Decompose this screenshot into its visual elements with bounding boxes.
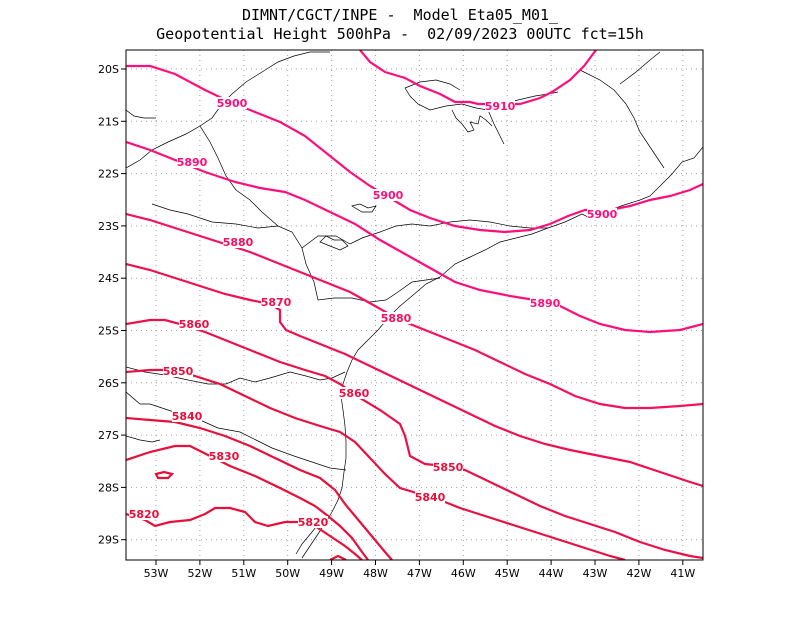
- lon-tick-label: 48W: [363, 567, 388, 580]
- contour-label-5890: 5890: [177, 156, 208, 169]
- lon-tick-label: 42W: [626, 567, 651, 580]
- contour-label-bg: [373, 189, 403, 201]
- contour-label-bg: [433, 461, 463, 473]
- lon-tick-label: 41W: [670, 567, 695, 580]
- lat-tick-label: 28S: [98, 481, 119, 494]
- contour-label-5820: 5820: [129, 508, 160, 521]
- lat-tick-label: 21S: [98, 115, 119, 128]
- state-border: [404, 87, 559, 111]
- contour-label-bg: [129, 508, 159, 520]
- state-border: [301, 219, 548, 249]
- state-border: [126, 109, 156, 119]
- contour-label-bg: [163, 365, 193, 377]
- contour-label-5880: 5880: [223, 236, 254, 249]
- contour-label-bg: [485, 100, 515, 112]
- lat-tick-label: 23S: [98, 220, 119, 233]
- contour-label-bg: [179, 318, 209, 330]
- contour-label-bg: [217, 97, 247, 109]
- lat-tick-label: 20S: [98, 63, 119, 76]
- contour-5880: [126, 212, 703, 410]
- contour-5910: [359, 50, 597, 106]
- lon-tick-label: 43W: [583, 567, 608, 580]
- lat-lon-grid: [126, 50, 703, 560]
- contour-label-5880: 5880: [381, 312, 412, 325]
- contour-label-bg: [223, 236, 253, 248]
- contour-label-5840: 5840: [172, 410, 203, 423]
- map-title-line-2: Geopotential Height 500hPa - 02/09/2023 …: [156, 25, 644, 43]
- lat-tick-label: 24S: [98, 272, 119, 285]
- lon-tick-label: 50W: [275, 567, 300, 580]
- lat-tick-label: 22S: [98, 168, 119, 181]
- lon-tick-label: 44W: [539, 567, 564, 580]
- axis-ticks: 20S 21S 22S 23S 24S 25S 26S 27S 28S 29S 53W 52W 51W 5…: [98, 63, 695, 580]
- contour-label-5900: 5900: [587, 208, 618, 221]
- contour-label-bg: [339, 387, 369, 399]
- lon-tick-label: 47W: [407, 567, 432, 580]
- contour-label-5910: 5910: [485, 100, 516, 113]
- lon-tick-label: 52W: [187, 567, 212, 580]
- contour-label-5870: 5870: [261, 296, 292, 309]
- contour-5850: [126, 368, 626, 560]
- lon-tick-label: 51W: [231, 567, 256, 580]
- contour-label-bg: [209, 450, 239, 462]
- state-border: [579, 69, 665, 169]
- contour-label-5820: 5820: [298, 516, 329, 529]
- contour-labels: 5910 5900 5900 5900 5890 5890 5880 5880 5870 5860…: [129, 97, 618, 529]
- coastline: [301, 146, 703, 559]
- contour-label-bg: [172, 410, 202, 422]
- contour-label-5850: 5850: [163, 365, 194, 378]
- contour-5840: [126, 416, 393, 560]
- lat-tick-label: 29S: [98, 534, 119, 547]
- contour-label-5900: 5900: [217, 97, 248, 110]
- contour-label-5830: 5830: [209, 450, 240, 463]
- state-border: [126, 391, 347, 471]
- contour-label-5860: 5860: [179, 318, 210, 331]
- reservoir: [451, 109, 493, 133]
- contour-5870: [126, 262, 703, 488]
- lat-tick-label: 27S: [98, 429, 119, 442]
- reservoir: [319, 235, 349, 251]
- state-border: [619, 51, 661, 85]
- lon-tick-label: 45W: [495, 567, 520, 580]
- contour-lines: [126, 50, 703, 560]
- contour-5890: [126, 140, 703, 334]
- reservoir: [351, 203, 377, 213]
- map-frame: [125, 49, 704, 561]
- state-border: [487, 109, 505, 145]
- contour-5820: [329, 554, 347, 560]
- contour-label-bg: [415, 491, 445, 503]
- contour-label-bg: [587, 208, 617, 220]
- contour-5830: [154, 470, 175, 480]
- lat-tick-label: 25S: [98, 325, 119, 338]
- state-border: [151, 203, 441, 303]
- contour-5820: [126, 506, 363, 560]
- lon-tick-label: 46W: [451, 567, 476, 580]
- lat-tick-label: 26S: [98, 377, 119, 390]
- contour-label-5890: 5890: [530, 297, 561, 310]
- coastline-and-borders: [126, 51, 703, 559]
- contour-5860: [126, 318, 703, 560]
- contour-label-bg: [298, 516, 328, 528]
- contour-label-bg: [177, 156, 207, 168]
- contour-label-5860: 5860: [339, 387, 370, 400]
- contour-label-5900: 5900: [373, 189, 404, 202]
- contour-label-5850: 5850: [433, 461, 464, 474]
- contour-label-bg: [261, 296, 291, 308]
- state-border: [126, 435, 161, 443]
- state-border: [199, 125, 279, 227]
- contour-5830: [126, 444, 369, 560]
- contour-label-bg: [381, 312, 411, 324]
- lon-tick-label: 53W: [144, 567, 169, 580]
- contour-label-5840: 5840: [415, 491, 446, 504]
- map-title-line-1: DIMNT/CGCT/INPE - Model Eta05_M01_: [241, 6, 559, 24]
- contour-label-bg: [530, 297, 560, 309]
- lon-tick-label: 49W: [319, 567, 344, 580]
